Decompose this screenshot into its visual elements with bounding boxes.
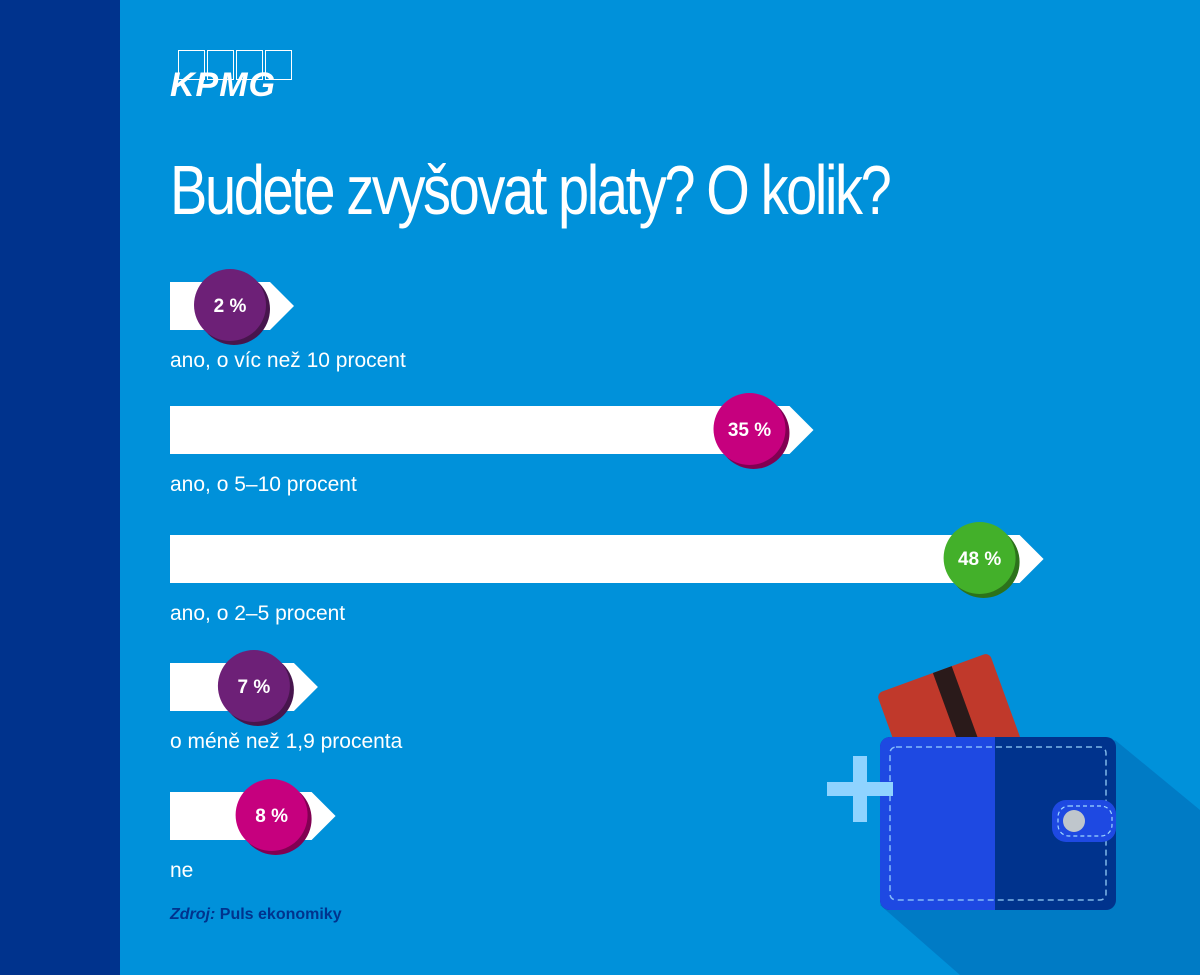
source-prefix: Zdroj: <box>170 906 216 923</box>
value-label: 8 % <box>255 806 288 827</box>
sidebar-stripe <box>0 0 120 975</box>
value-marker <box>194 269 266 341</box>
value-marker <box>235 779 308 851</box>
category-label: ano, o 2–5 procent <box>170 602 345 625</box>
value-label: 7 % <box>238 677 271 698</box>
value-marker <box>943 522 1016 594</box>
logo-box <box>178 50 205 80</box>
kpmg-logo: KPMG <box>170 48 300 104</box>
value-label: 48 % <box>958 549 1001 570</box>
value-label: 35 % <box>728 420 771 441</box>
logo-box <box>236 50 263 80</box>
bar <box>170 535 1044 583</box>
page-title: Budete zvyšovat platy? O kolik? <box>170 151 892 229</box>
logo-text: KPMG <box>170 66 276 104</box>
logo-box <box>207 50 234 80</box>
logo-box <box>265 50 292 80</box>
value-marker <box>713 393 786 465</box>
category-label: ne <box>170 859 193 882</box>
category-label: ano, o 5–10 procent <box>170 473 357 496</box>
source-note: Zdroj: Puls ekonomiky <box>170 906 342 924</box>
source-text: Puls ekonomiky <box>219 906 342 923</box>
value-marker <box>217 650 290 722</box>
value-label: 2 % <box>214 296 247 317</box>
category-label: ano, o víc než 10 procent <box>170 349 406 372</box>
category-label: o méně než 1,9 procenta <box>170 730 403 753</box>
bar <box>170 406 814 454</box>
